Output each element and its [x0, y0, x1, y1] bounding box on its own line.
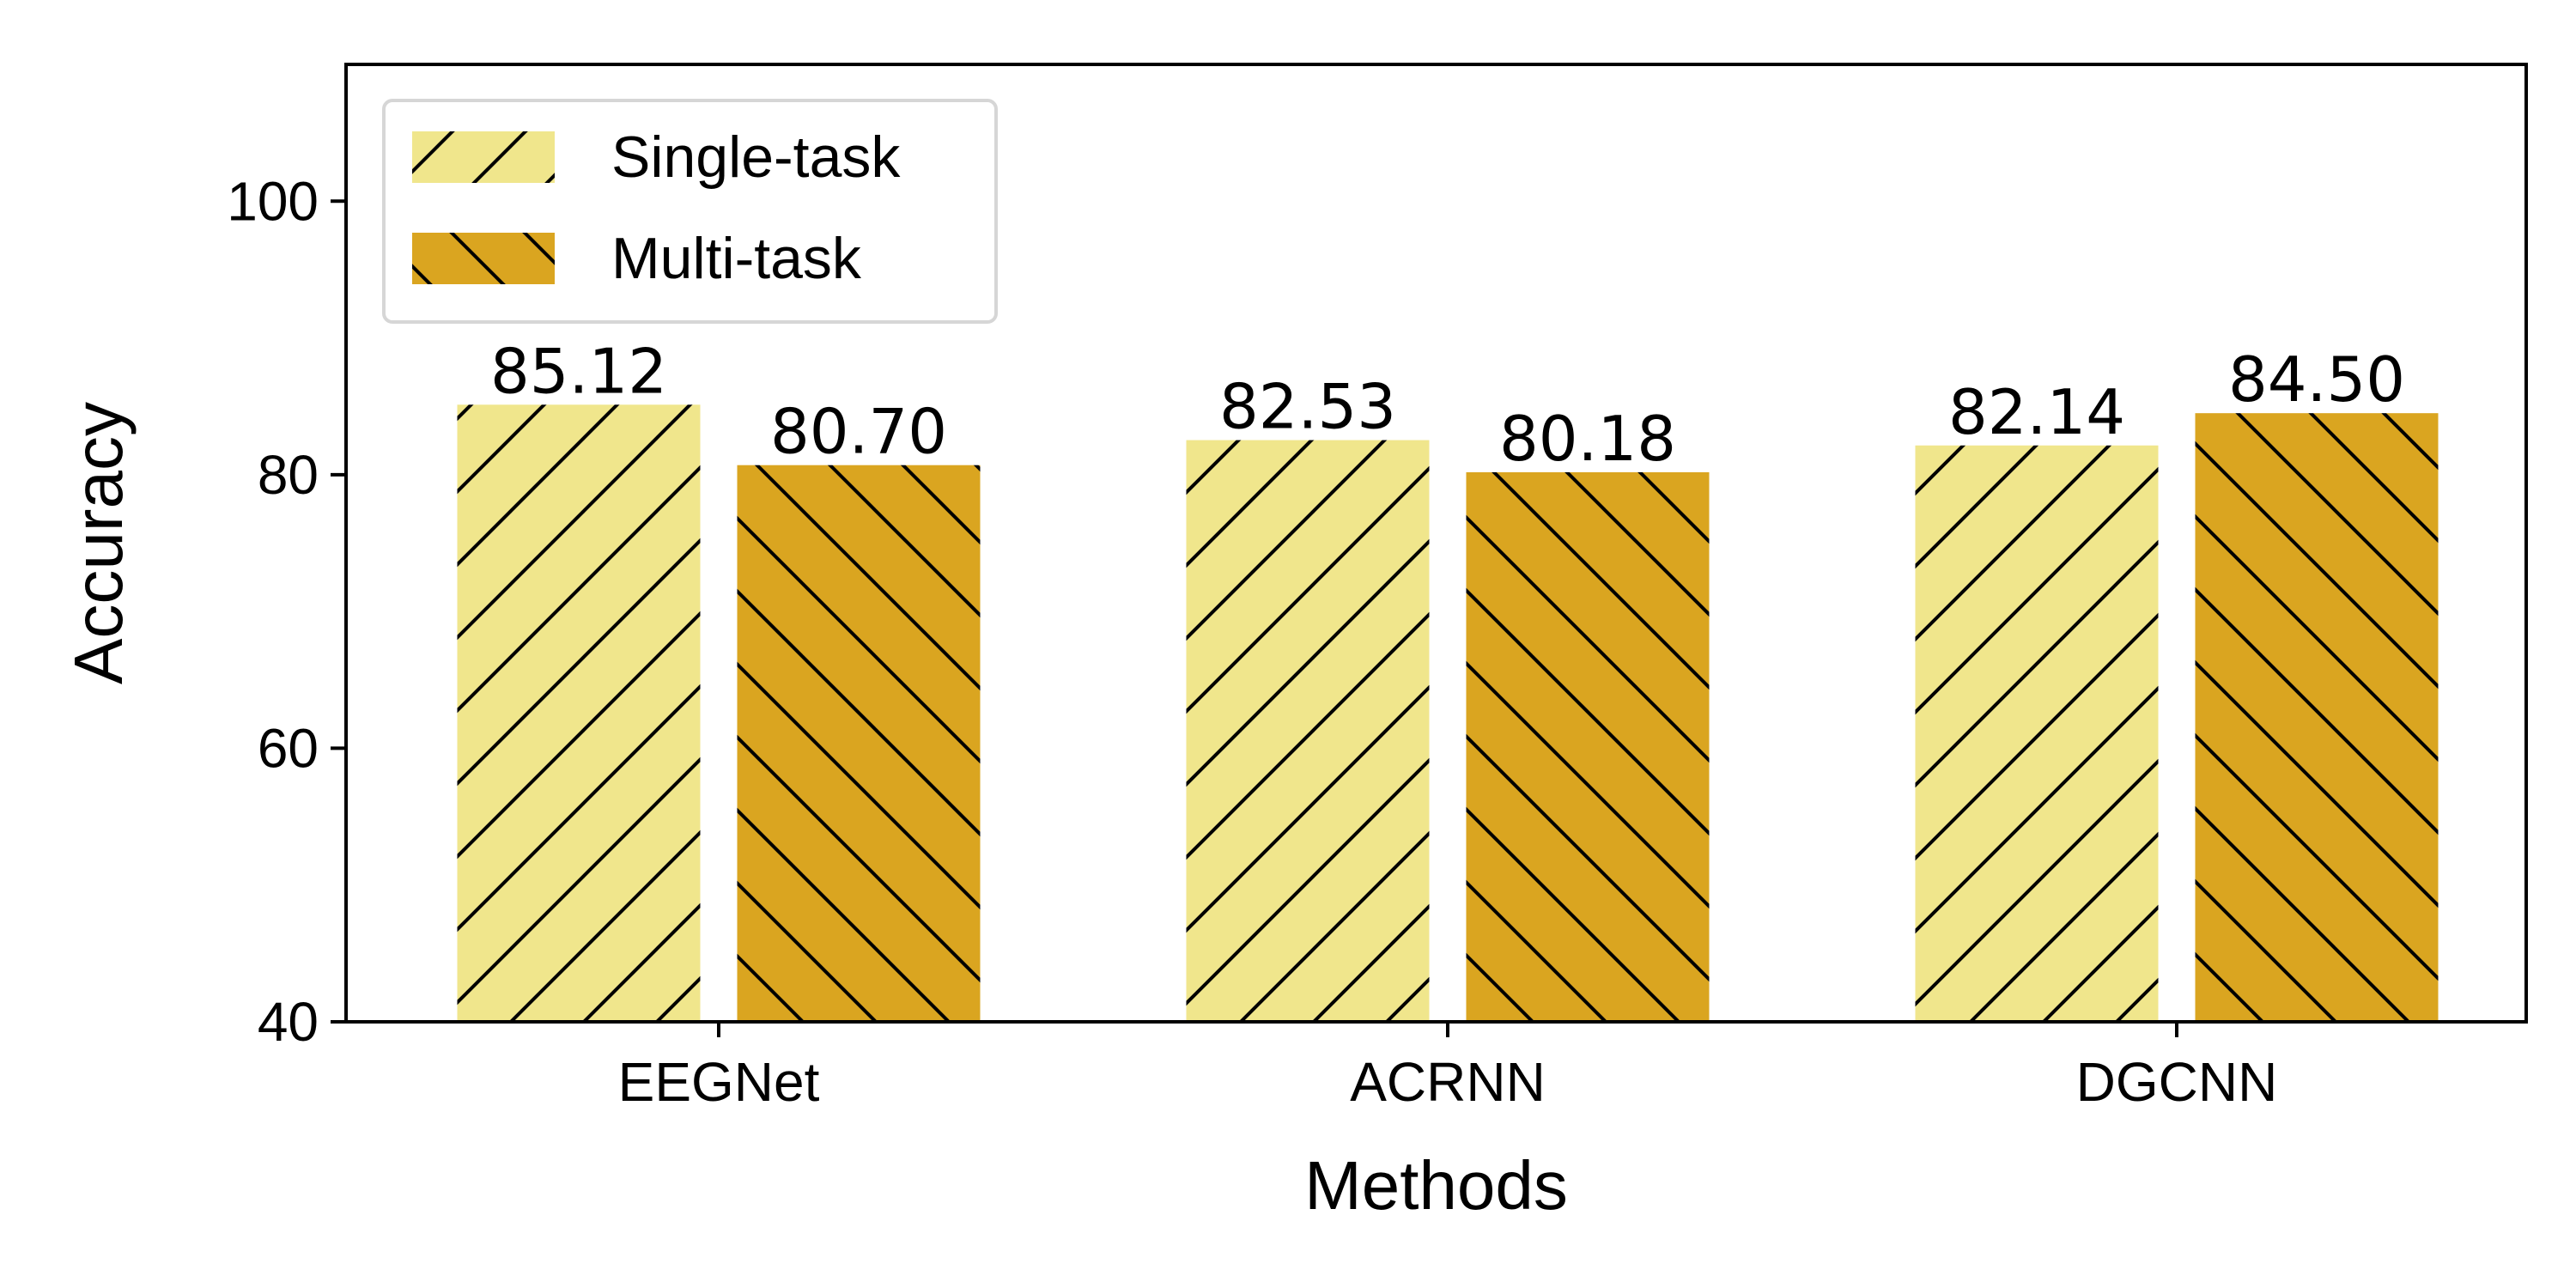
- data-label-multi-task-dgcnn: 84.50: [2228, 343, 2405, 416]
- data-label-single-task-dgcnn: 82.14: [1948, 376, 2125, 448]
- y-tick-label: 40: [258, 991, 319, 1053]
- bar-multi-task-acrnn: [1466, 471, 1710, 1022]
- data-labels-layer: 85.12 82.53 82.14 80.70 80.18 84.50: [490, 335, 2405, 475]
- x-tick-label-acrnn: ACRNN: [1350, 1051, 1546, 1113]
- bar-multi-task-eegnet: [737, 465, 981, 1022]
- legend-label-single-task: Single-task: [611, 125, 901, 190]
- legend-swatch-single-task: [412, 131, 555, 183]
- x-axis-title: Methods: [1304, 1147, 1568, 1224]
- bar-multi-task-dgcnn: [2195, 413, 2439, 1022]
- x-axis: EEGNet ACRNN DGCNN: [618, 1022, 2278, 1113]
- data-label-single-task-eegnet: 85.12: [490, 335, 667, 407]
- y-tick-label: 60: [258, 717, 319, 779]
- y-tick-label: 80: [258, 444, 319, 506]
- y-axis: 40 60 80 100: [227, 170, 346, 1053]
- bar-single-task-dgcnn: [1915, 445, 2159, 1022]
- data-label-multi-task-acrnn: 80.18: [1499, 403, 1676, 475]
- bar-single-task-acrnn: [1186, 440, 1430, 1022]
- bars-layer: [457, 404, 2439, 1022]
- x-tick-label-eegnet: EEGNet: [618, 1051, 820, 1113]
- data-label-single-task-acrnn: 82.53: [1219, 371, 1396, 443]
- data-label-multi-task-eegnet: 80.70: [770, 396, 947, 468]
- y-axis-title: Accuracy: [60, 402, 137, 684]
- legend: Single-task Multi-task: [382, 99, 998, 324]
- legend-label-multi-task: Multi-task: [611, 226, 862, 291]
- bar-single-task-eegnet: [457, 404, 701, 1022]
- legend-swatch-multi-task: [412, 233, 555, 284]
- plot-frame: [344, 63, 2528, 1024]
- x-tick-label-dgcnn: DGCNN: [2076, 1051, 2278, 1113]
- y-tick-label: 100: [227, 170, 319, 232]
